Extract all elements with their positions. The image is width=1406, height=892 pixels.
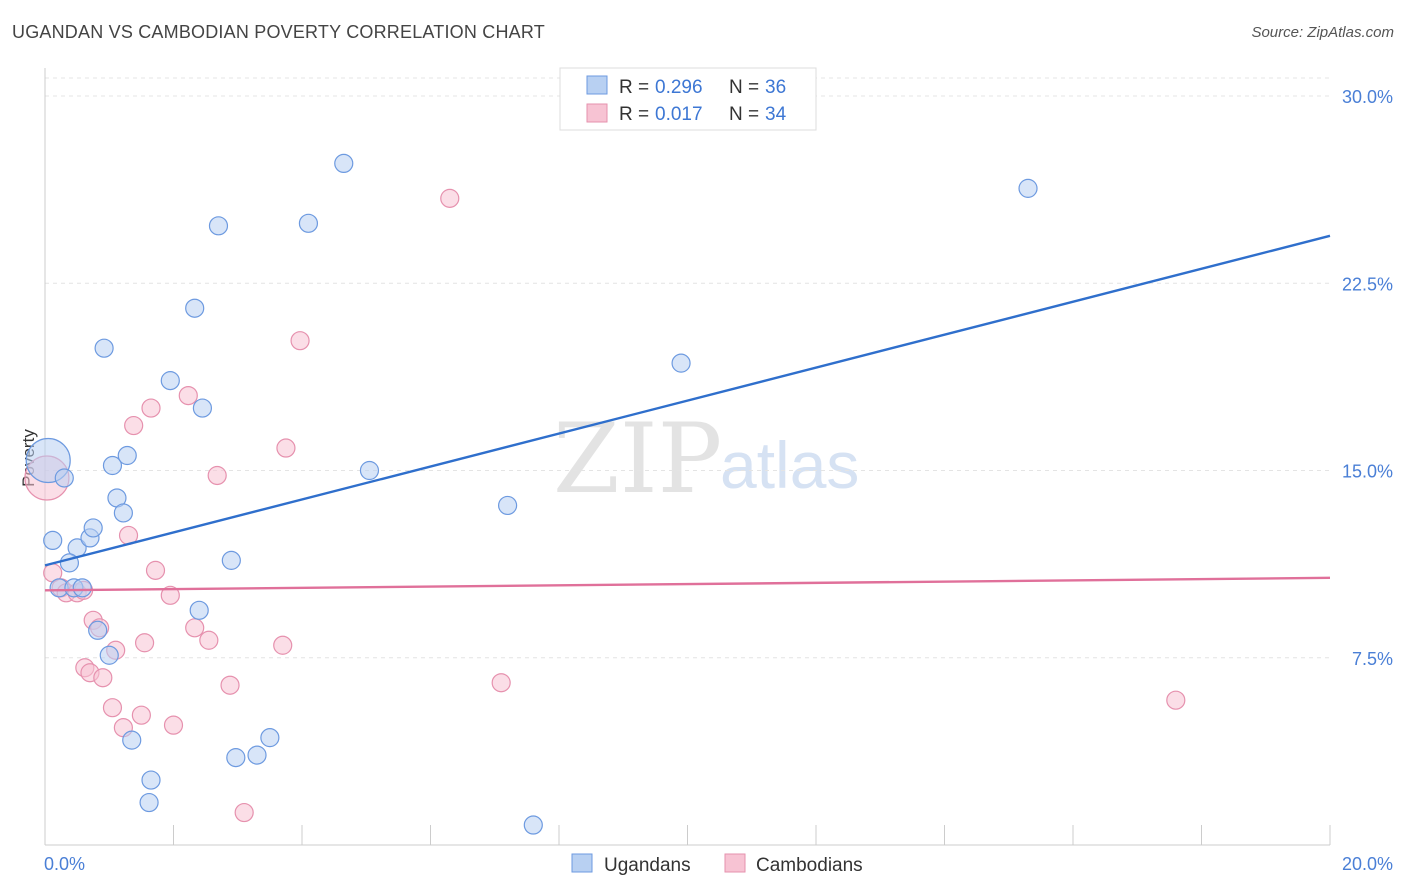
ugandans-point xyxy=(139,792,159,813)
ugandans-point xyxy=(334,153,354,174)
trend-lines xyxy=(44,234,1331,592)
cambodians-point xyxy=(141,398,161,418)
ugandans-point xyxy=(185,298,205,318)
ugandans-point xyxy=(359,460,380,481)
ugandans-trend-line xyxy=(44,234,1331,567)
ugandans-series-label: Ugandans xyxy=(604,855,691,876)
watermark-zip: ZIP xyxy=(553,403,722,515)
cambodians-n-label: N = xyxy=(729,104,759,125)
ugandans-point xyxy=(189,600,209,620)
ugandans-point xyxy=(102,455,123,476)
cambodians-point xyxy=(491,673,511,693)
cambodians-point xyxy=(207,465,227,486)
cambodians-r-label: R = xyxy=(619,104,649,125)
ugandans-point xyxy=(88,620,108,640)
ugandans-r-value: 0.296 xyxy=(655,77,703,98)
ugandans-point xyxy=(72,578,92,598)
cambodians-point xyxy=(145,560,166,580)
cambodians-point xyxy=(160,585,180,605)
cambodians-series-label: Cambodians xyxy=(756,855,863,876)
cambodians-point xyxy=(93,668,113,688)
ugandans-points xyxy=(25,153,1038,835)
ugandans-point xyxy=(221,550,241,570)
chart-title: UGANDAN VS CAMBODIAN POVERTY CORRELATION… xyxy=(12,22,545,42)
ugandans-point xyxy=(298,213,319,233)
cambodians-r-value: 0.017 xyxy=(655,104,703,125)
ugandans-point xyxy=(141,770,161,790)
cambodians-legend-swatch xyxy=(586,103,608,123)
y-tick-label: 7.5% xyxy=(1352,649,1393,669)
cambodians-point xyxy=(440,188,460,208)
ugandans-legend-swatch xyxy=(586,75,608,95)
ugandans-point xyxy=(1018,178,1038,198)
ugandans-point xyxy=(498,495,518,516)
ugandans-point xyxy=(83,518,103,538)
cambodians-n-value: 34 xyxy=(765,104,787,125)
ugandans-point xyxy=(122,730,142,750)
ugandans-point xyxy=(99,645,119,665)
cambodians-point xyxy=(102,698,123,718)
cambodians-point xyxy=(124,415,144,436)
ugandans-point xyxy=(671,353,691,373)
cambodians-point xyxy=(163,715,184,735)
cambodians-trend-line xyxy=(44,576,1331,592)
y-tick-label: 22.5% xyxy=(1342,274,1393,294)
cambodians-point xyxy=(276,438,296,458)
source-label: Source: ZipAtlas.com xyxy=(1251,24,1394,41)
ugandans-point xyxy=(260,728,280,748)
cambodians-point xyxy=(1166,690,1186,710)
ugandans-r-label: R = xyxy=(619,77,649,98)
cambodians-point xyxy=(220,675,240,695)
ugandans-point xyxy=(54,468,74,488)
cambodians-point xyxy=(131,705,151,725)
cambodians-point xyxy=(234,802,254,823)
ugandans-series-swatch xyxy=(571,853,593,873)
ugandans-n-label: N = xyxy=(729,77,759,98)
ugandans-point xyxy=(94,338,114,358)
y-tick-label: 30.0% xyxy=(1342,87,1393,107)
ugandans-point xyxy=(117,445,137,466)
cambodians-point xyxy=(178,386,198,406)
x-tick-label: 0.0% xyxy=(44,854,85,874)
ugandans-point xyxy=(247,745,267,765)
y-tick-labels: 7.5% 15.0% 22.5% 30.0% xyxy=(1342,87,1393,669)
cambodians-series-swatch xyxy=(724,853,746,873)
ugandans-point xyxy=(160,371,180,391)
x-tick-label: 20.0% xyxy=(1342,854,1393,874)
cambodians-point xyxy=(199,630,219,650)
ugandans-point xyxy=(43,530,63,551)
ugandans-point xyxy=(192,398,213,418)
ugandans-point xyxy=(226,748,246,768)
y-tick-label: 15.0% xyxy=(1342,462,1393,482)
cambodians-point xyxy=(134,633,155,653)
ugandans-point xyxy=(523,815,543,835)
series-legend: Ugandans Cambodians xyxy=(571,853,863,876)
watermark-atlas: atlas xyxy=(720,428,859,502)
x-tick-labels: 0.0% 20.0% xyxy=(44,854,1393,874)
cambodians-point xyxy=(273,635,293,655)
watermark: ZIP atlas xyxy=(553,403,859,515)
ugandans-n-value: 36 xyxy=(765,77,786,98)
cambodians-point xyxy=(290,331,310,351)
stats-legend: R = 0.296 N = 36 R = 0.017 N = 34 xyxy=(559,67,817,131)
ugandans-point xyxy=(208,216,229,236)
cambodians-point xyxy=(185,618,205,638)
ugandans-point xyxy=(113,503,133,523)
